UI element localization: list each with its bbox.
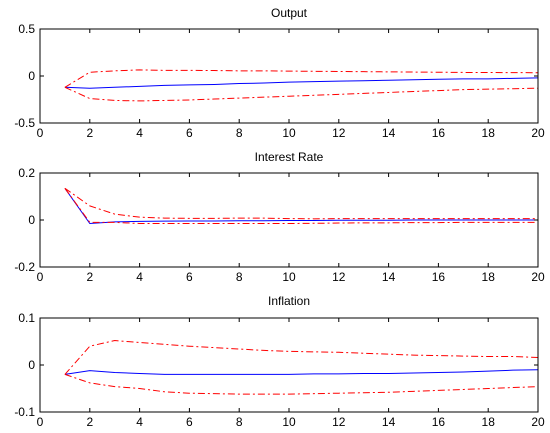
- x-tick-label: 18: [482, 415, 496, 429]
- panel-title: Inflation: [268, 294, 310, 308]
- x-tick-label: 6: [186, 270, 193, 284]
- x-tick-label: 2: [86, 415, 93, 429]
- series-line: [64, 77, 539, 89]
- plot-area: 0 2 4 6 8 10 12 14 16 18 20-0.200.2: [14, 166, 545, 284]
- y-tick-label: 0: [28, 69, 35, 83]
- y-tick-label: -0.5: [14, 116, 35, 130]
- x-tick-label: 0: [37, 126, 44, 140]
- y-tick-label: -0.1: [14, 405, 35, 419]
- x-tick-label: 10: [282, 415, 296, 429]
- x-tick-label: 16: [432, 126, 446, 140]
- x-tick-label: 12: [332, 126, 346, 140]
- x-tick-label: 2: [86, 126, 93, 140]
- series-line: [64, 187, 538, 220]
- y-tick-label: 0: [28, 213, 35, 227]
- y-tick-label: 0: [28, 358, 35, 372]
- x-tick-label: 0: [37, 415, 44, 429]
- panel-output: Output 0 2 4 6 8 10 12 14 16 18 20-0.500.5: [14, 6, 545, 140]
- x-tick-label: 20: [531, 126, 545, 140]
- panel-title: Interest Rate: [255, 150, 324, 164]
- x-tick-label: 18: [482, 126, 496, 140]
- x-tick-label: 8: [236, 126, 243, 140]
- x-tick-label: 8: [236, 270, 243, 284]
- x-tick-label: 16: [432, 270, 446, 284]
- x-tick-label: 18: [482, 270, 496, 284]
- panel-title: Output: [271, 6, 308, 20]
- x-tick-label: 8: [236, 415, 243, 429]
- x-tick-label: 14: [382, 415, 396, 429]
- x-tick-label: 6: [186, 415, 193, 429]
- plot-area: 0 2 4 6 8 10 12 14 16 18 20-0.100.1: [14, 311, 545, 429]
- y-tick-label: 0.1: [18, 311, 35, 325]
- x-tick-label: 20: [531, 415, 545, 429]
- y-tick-label: 0.2: [18, 166, 35, 180]
- y-tick-label: -0.2: [14, 260, 35, 274]
- x-tick-label: 4: [136, 126, 143, 140]
- x-tick-label: 10: [282, 126, 296, 140]
- x-tick-label: 20: [531, 270, 545, 284]
- panel-interest-rate: Interest Rate 0 2 4 6 8 10 12 14 16 18 20-0.200.2: [14, 150, 545, 284]
- x-tick-label: 10: [282, 270, 296, 284]
- series-line: [64, 69, 539, 88]
- x-tick-label: 14: [382, 126, 396, 140]
- x-tick-label: 4: [136, 415, 143, 429]
- x-tick-label: 12: [332, 270, 346, 284]
- series-line: [64, 86, 539, 102]
- x-tick-label: 0: [37, 270, 44, 284]
- x-tick-label: 12: [332, 415, 346, 429]
- panel-inflation: Inflation 0 2 4 6 8 10 12 14 16 18 20-0.100.1: [14, 294, 545, 429]
- series-line: [64, 373, 539, 395]
- series-line: [64, 187, 538, 225]
- x-tick-label: 2: [86, 270, 93, 284]
- x-tick-label: 6: [186, 126, 193, 140]
- series-line: [64, 340, 539, 375]
- series-line: [64, 187, 538, 225]
- series-line: [64, 369, 539, 375]
- y-tick-label: 0.5: [18, 22, 35, 36]
- plot-area: 0 2 4 6 8 10 12 14 16 18 20-0.500.5: [14, 22, 545, 140]
- x-tick-label: 16: [432, 415, 446, 429]
- x-tick-label: 14: [382, 270, 396, 284]
- x-tick-label: 4: [136, 270, 143, 284]
